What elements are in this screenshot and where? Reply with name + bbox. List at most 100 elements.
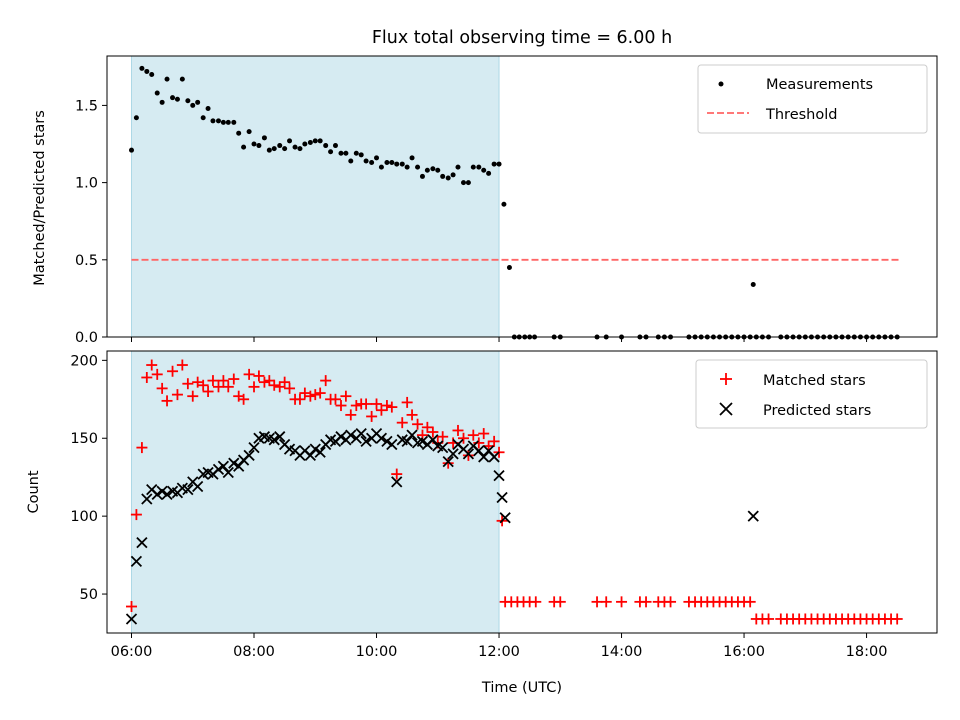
- predicted-point: [488, 451, 500, 463]
- measurement-point: [328, 149, 334, 155]
- predicted-point: [360, 435, 372, 448]
- predicted-point: [499, 512, 511, 524]
- predicted-point: [447, 448, 459, 460]
- ratio-panel: 0.0 0.5 1.0 1.5 Matched/Predicted stars Mea…: [32, 55, 938, 346]
- matched-point: [600, 596, 612, 608]
- matched-point: [345, 409, 357, 421]
- measurement-point: [215, 118, 221, 124]
- matched-point: [228, 373, 240, 385]
- measurement-point: [491, 161, 497, 167]
- measurement-point: [307, 139, 313, 145]
- measurement-point: [241, 144, 247, 150]
- predicted-point: [493, 470, 505, 482]
- measurement-point: [415, 164, 421, 170]
- predicted-point: [268, 434, 280, 446]
- matched-point: [151, 368, 163, 380]
- legend-threshold-label: Threshold: [765, 107, 837, 123]
- matched-point: [427, 426, 439, 438]
- predicted-point: [401, 435, 413, 448]
- matched-point: [238, 393, 250, 405]
- measurement-point: [455, 164, 461, 170]
- legend-predicted-marker: [719, 402, 733, 416]
- ratio-y-tick-label: 0.5: [75, 253, 98, 269]
- count-legend-box: [695, 359, 928, 429]
- measurement-point: [297, 146, 303, 152]
- measurement-point: [481, 167, 487, 173]
- measurement-point: [210, 118, 216, 124]
- measurement-point: [424, 167, 430, 173]
- count-x-axis: 06:00 08:00 10:00 12:00 14:00 16:00 18:00: [111, 633, 888, 660]
- measurement-point: [409, 155, 415, 161]
- matched-point: [222, 381, 234, 393]
- predicted-point: [151, 488, 163, 500]
- measurement-point: [389, 160, 395, 166]
- count-y-axis-label: Count: [26, 470, 42, 513]
- matched-point: [763, 613, 775, 625]
- legend-measurements-marker: [718, 81, 724, 87]
- matched-point: [360, 398, 372, 410]
- measurement-point: [282, 146, 288, 152]
- matched-point: [146, 359, 158, 371]
- predicted-point: [141, 493, 153, 505]
- measurement-point: [236, 130, 242, 136]
- predicted-point: [161, 488, 173, 500]
- predicted-point: [304, 449, 317, 462]
- matched-point: [258, 376, 270, 388]
- matched-point: [320, 375, 332, 387]
- measurement-point: [496, 161, 502, 167]
- matched-point: [554, 596, 566, 608]
- predicted-point: [416, 435, 429, 448]
- matched-point: [665, 596, 677, 608]
- measurement-point: [470, 164, 476, 170]
- measurement-point: [338, 150, 344, 156]
- series-matched-stars: [126, 359, 903, 625]
- count-plot-area: [106, 350, 938, 634]
- measurement-point: [170, 95, 176, 101]
- measurement-point: [358, 152, 364, 158]
- measurement-point: [378, 164, 384, 170]
- predicted-point: [437, 441, 449, 454]
- matched-point: [187, 390, 199, 402]
- matched-point: [156, 382, 168, 394]
- predicted-point: [212, 463, 225, 476]
- predicted-point: [386, 438, 398, 451]
- legend-matched-marker: [720, 373, 732, 385]
- matched-point: [401, 396, 413, 408]
- measurement-point: [363, 158, 369, 164]
- predicted-point: [747, 510, 759, 522]
- predicted-point: [381, 435, 393, 448]
- predicted-point: [192, 480, 204, 493]
- measurement-point: [430, 166, 436, 172]
- matched-point: [243, 368, 255, 380]
- matched-point: [126, 601, 138, 613]
- matched-point: [304, 390, 316, 402]
- x-tick-label: 18:00: [846, 644, 888, 660]
- measurement-point: [144, 68, 150, 74]
- predicted-point: [125, 613, 138, 625]
- measurement-point: [348, 158, 354, 164]
- count-legend: Matched stars Predicted stars: [695, 359, 928, 429]
- measurement-point: [404, 164, 410, 170]
- measurement-point: [435, 167, 441, 173]
- matched-point: [462, 449, 474, 461]
- predicted-point: [473, 445, 485, 457]
- ratio-y-tick-label: 1.5: [75, 98, 98, 114]
- measurement-point: [261, 135, 267, 141]
- measurement-point: [231, 119, 237, 125]
- x-axis-label: Time (UTC): [481, 680, 562, 696]
- count-panel: 50 100 150 200 06:00 08:00 10:00 12:00 14:00 16:…: [26, 350, 938, 696]
- measurement-point: [149, 72, 155, 78]
- matched-point: [640, 596, 652, 608]
- matched-point: [452, 424, 464, 436]
- ratio-legend: Measurements Threshold: [697, 64, 928, 134]
- measurement-point: [750, 282, 756, 288]
- matched-point: [406, 409, 418, 421]
- measurement-point: [164, 76, 170, 82]
- measurement-point: [445, 175, 451, 181]
- matched-point: [274, 381, 286, 393]
- matched-point: [478, 428, 490, 440]
- measurement-point: [343, 150, 349, 156]
- predicted-point: [274, 431, 286, 443]
- matched-point: [412, 418, 424, 430]
- predicted-point: [243, 449, 255, 462]
